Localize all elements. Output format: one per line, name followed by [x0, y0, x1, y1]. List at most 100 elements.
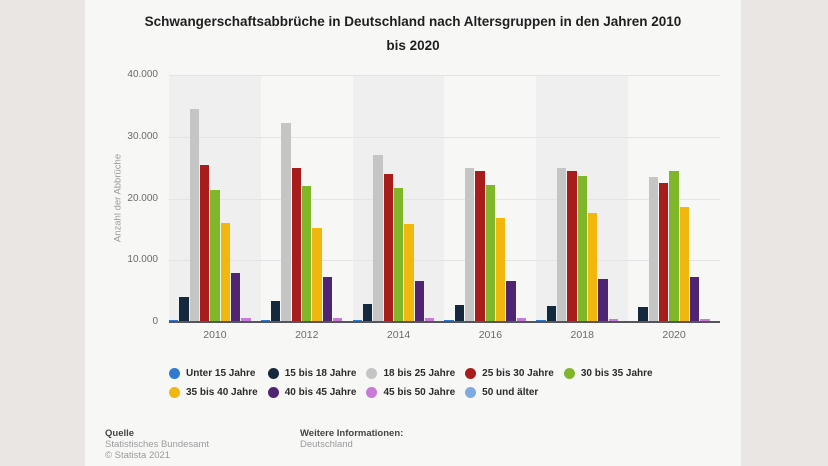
bar-35-bis-40-jahre-2014	[404, 224, 414, 322]
legend: Unter 15 Jahre 15 bis 18 Jahre 18 bis 25 J…	[169, 368, 729, 398]
bar-25-bis-30-jahre-2010	[199, 164, 210, 322]
y-axis-tick-labels: 0 10.000 20.000 30.000 40.000	[85, 69, 158, 327]
x-tick-label-2016: 2016	[478, 329, 503, 341]
bar-35-bis-40-jahre-2018	[587, 213, 598, 322]
bar-15-bis-18-jahre-2012	[271, 301, 281, 322]
legend-item-40-bis-45-jahre[interactable]: 40 bis 45 Jahre	[267, 387, 357, 398]
legend-label: 45 bis 50 Jahre	[383, 387, 456, 398]
chart-card: Schwangerschaftsabbrüche in Deutschland …	[85, 0, 741, 466]
legend-label: 30 bis 35 Jahre	[580, 368, 653, 379]
bar-40-bis-45-jahre-2018	[598, 279, 608, 322]
bar-group-2010	[169, 75, 261, 322]
bar-18-bis-25-jahre-2018	[556, 168, 567, 322]
bar-25-bis-30-jahre-2012	[291, 168, 302, 322]
source-label: Quelle	[105, 428, 135, 439]
bar-15-bis-18-jahre-2016	[454, 305, 465, 322]
plot-area	[169, 75, 720, 323]
y-tick-label: 40.000	[127, 69, 158, 80]
y-tick-label: 20.000	[127, 192, 158, 204]
legend-dot-icon	[465, 368, 477, 379]
legend-item-30-bis-35-jahre[interactable]: 30 bis 35 Jahre	[563, 368, 653, 379]
bar-45-bis-50-jahre-2010	[241, 317, 251, 322]
legend-dot-icon	[465, 387, 477, 398]
bar-40-bis-45-jahre-2010	[230, 273, 241, 322]
bar-30-bis-35-jahre-2012	[302, 186, 312, 322]
bar-18-bis-25-jahre-2020	[648, 176, 659, 322]
bar-18-bis-25-jahre-2016	[465, 168, 475, 322]
legend-dot-icon	[366, 368, 378, 379]
legend-label: 18 bis 25 Jahre	[383, 368, 456, 379]
legend-item-35-bis-40-jahre[interactable]: 35 bis 40 Jahre	[169, 387, 258, 398]
bar-25-bis-30-jahre-2014	[383, 174, 393, 322]
bar-unter-15-jahre-2010	[169, 319, 179, 322]
bar-35-bis-40-jahre-2020	[679, 206, 690, 322]
x-axis-tick-labels: 2010 2012 2014 2016 2018 2020	[169, 329, 720, 341]
bar-18-bis-25-jahre-2010	[189, 108, 199, 322]
legend-item-45-bis-50-jahre[interactable]: 45 bis 50 Jahre	[366, 387, 455, 398]
chart-title-line1: Schwangerschaftsabbrüche in Deutschland …	[144, 14, 682, 29]
legend-dot-icon	[267, 387, 279, 398]
bar-18-bis-25-jahre-2012	[281, 122, 291, 322]
more-info-value: Deutschland	[300, 439, 353, 450]
chart-area: Anzahl der Abbrüche 0 10.000 20.000 30.000 4…	[85, 0, 741, 360]
bar-35-bis-40-jahre-2010	[220, 223, 230, 322]
bar-group-2018	[536, 75, 629, 322]
bar-groups	[169, 75, 720, 322]
legend-item-50-und-älter[interactable]: 50 und älter	[465, 387, 554, 398]
legend-label: 35 bis 40 Jahre	[186, 387, 258, 398]
gridline-30000	[169, 136, 720, 138]
legend-dot-icon	[267, 368, 279, 379]
source-name: Statistisches Bundesamt	[105, 439, 210, 450]
gridline-20000	[169, 198, 720, 200]
bar-40-bis-45-jahre-2014	[414, 280, 424, 322]
legend-dot-icon	[169, 368, 180, 379]
x-tick-label-2014: 2014	[386, 329, 411, 341]
chart-title: Schwangerschaftsabbrüche in Deutschland …	[113, 10, 713, 58]
y-tick-label: 0	[152, 316, 158, 327]
legend-label: 40 bis 45 Jahre	[284, 387, 357, 398]
bar-25-bis-30-jahre-2020	[659, 183, 669, 322]
legend-label: 50 und älter	[482, 387, 539, 398]
footer-source: Quelle Statistisches Bundesamt © Statist…	[105, 428, 209, 461]
bar-30-bis-35-jahre-2014	[393, 188, 404, 322]
legend-label: 25 bis 30 Jahre	[482, 368, 554, 379]
bar-45-bis-50-jahre-2014	[424, 318, 435, 322]
bar-30-bis-35-jahre-2018	[577, 175, 587, 322]
bar-35-bis-40-jahre-2012	[312, 227, 322, 322]
gridline-10000	[169, 260, 720, 262]
bar-group-2020	[628, 75, 720, 322]
more-info-label: Weitere Informationen:	[300, 428, 404, 439]
bar-45-bis-50-jahre-2016	[516, 318, 526, 322]
x-axis-line	[169, 321, 720, 323]
bar-25-bis-30-jahre-2016	[475, 171, 485, 322]
bar-45-bis-50-jahre-2012	[333, 317, 343, 322]
legend-item-18-bis-25-jahre[interactable]: 18 bis 25 Jahre	[366, 368, 455, 379]
bar-15-bis-18-jahre-2010	[179, 297, 189, 322]
bar-group-2012	[260, 75, 353, 322]
bar-45-bis-50-jahre-2018	[608, 318, 618, 322]
bar-40-bis-45-jahre-2016	[506, 281, 516, 322]
bar-30-bis-35-jahre-2016	[485, 184, 496, 322]
copyright: © Statista 2021	[105, 450, 171, 461]
bar-15-bis-18-jahre-2020	[638, 307, 648, 322]
legend-label: Unter 15 Jahre	[186, 368, 256, 379]
bar-40-bis-45-jahre-2020	[690, 276, 700, 322]
bar-group-2016	[444, 75, 537, 322]
legend-item-unter-15-jahre[interactable]: Unter 15 Jahre	[169, 368, 258, 379]
x-tick-label-2020: 2020	[662, 329, 686, 341]
bar-45-bis-50-jahre-2020	[700, 318, 710, 322]
y-tick-label: 30.000	[127, 130, 158, 142]
x-tick-label-2018: 2018	[570, 329, 594, 341]
chart-title-line2: bis 2020	[386, 38, 440, 53]
bar-25-bis-30-jahre-2018	[567, 171, 577, 322]
gridline-40000	[169, 75, 720, 76]
bar-15-bis-18-jahre-2018	[546, 305, 556, 322]
y-tick-label: 10.000	[127, 254, 158, 266]
legend-item-15-bis-18-jahre[interactable]: 15 bis 18 Jahre	[267, 368, 356, 379]
legend-item-25-bis-30-jahre[interactable]: 25 bis 30 Jahre	[465, 368, 554, 379]
bar-18-bis-25-jahre-2014	[373, 155, 383, 322]
bar-15-bis-18-jahre-2014	[362, 303, 373, 322]
bar-30-bis-35-jahre-2020	[669, 171, 679, 322]
legend-dot-icon	[169, 387, 180, 398]
